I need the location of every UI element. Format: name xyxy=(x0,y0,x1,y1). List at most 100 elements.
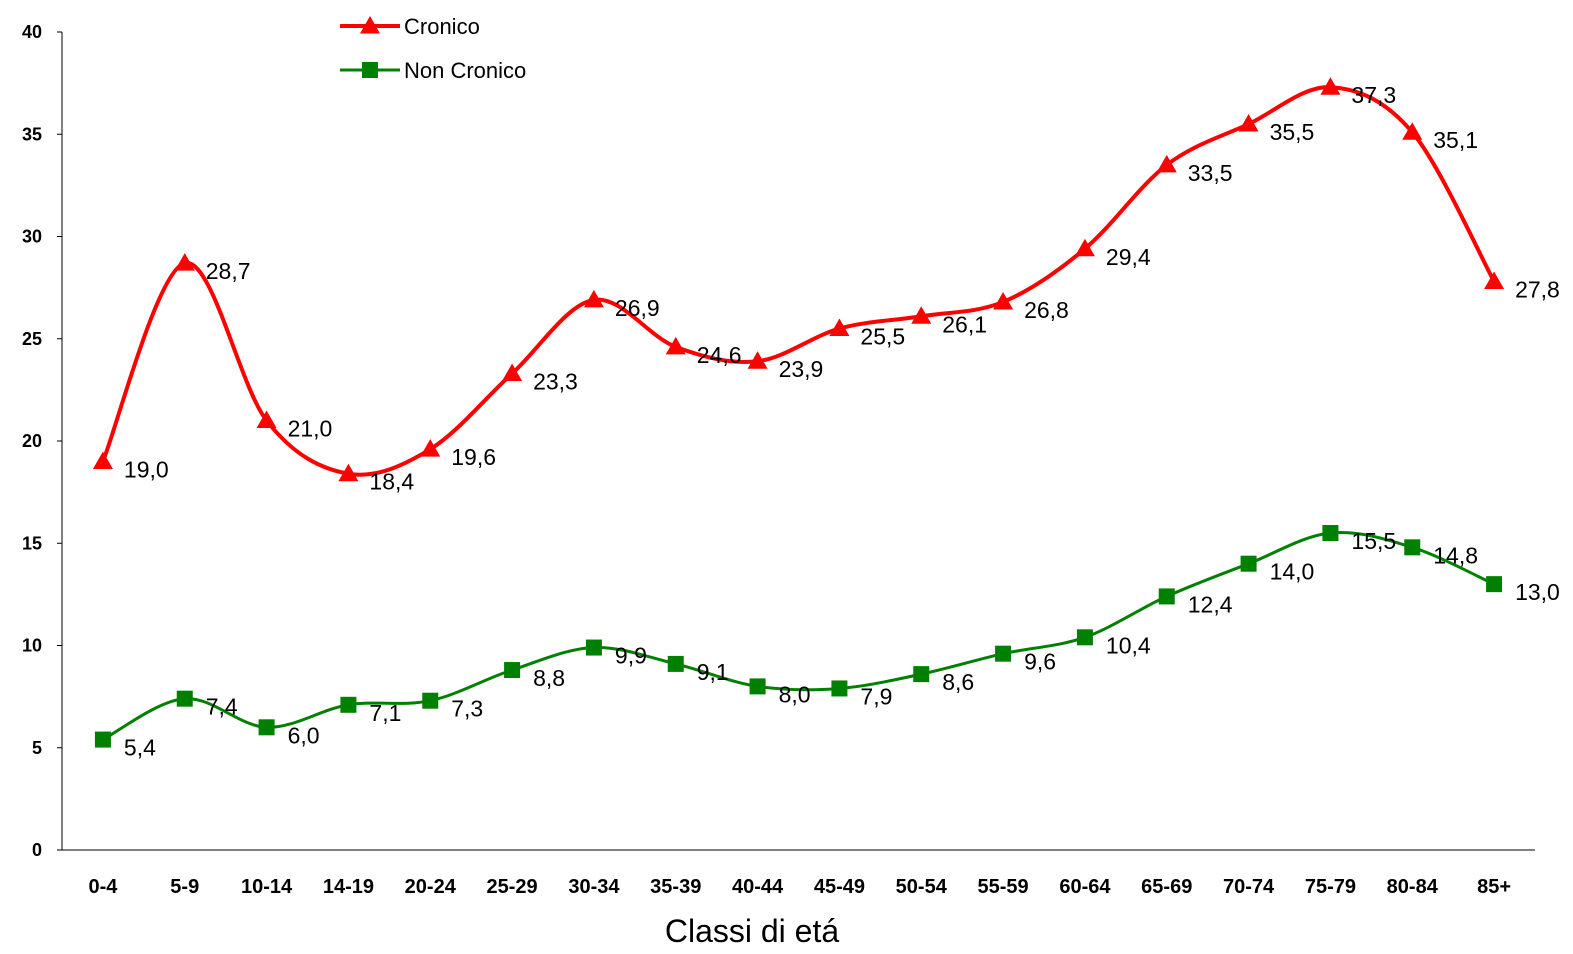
data-point xyxy=(995,645,1012,662)
series-non-cronico: 5,4 7,4 6,0 7,1 7,3 8,8 9,9 9,1 8,0 7,9 8,6 9,6 10,4… xyxy=(94,525,1560,761)
data-point xyxy=(92,451,113,469)
data-label: 14,0 xyxy=(1270,559,1315,585)
x-tick-label: 55-59 xyxy=(978,876,1029,898)
data-point xyxy=(94,731,111,748)
x-tick-label: 35-39 xyxy=(650,876,701,898)
y-tick-label: 0 xyxy=(32,840,42,860)
data-point xyxy=(1404,539,1421,556)
data-label: 7,3 xyxy=(451,696,483,722)
data-point xyxy=(1074,238,1095,257)
data-point xyxy=(258,719,275,736)
data-label: 29,4 xyxy=(1106,244,1151,270)
data-label: 13,0 xyxy=(1515,579,1560,605)
y-tick-label: 20 xyxy=(22,431,42,451)
y-tick-label: 30 xyxy=(22,227,42,247)
x-tick-label: 5-9 xyxy=(170,876,199,898)
legend-marker xyxy=(360,16,380,34)
data-label: 9,6 xyxy=(1024,649,1056,675)
x-axis-title: Classi di etá xyxy=(665,913,840,949)
data-label: 9,1 xyxy=(697,659,729,685)
data-label: 8,8 xyxy=(533,665,565,691)
x-tick-label: 70-74 xyxy=(1223,876,1275,898)
data-label: 24,6 xyxy=(697,342,742,368)
data-point xyxy=(1076,629,1093,646)
data-point xyxy=(338,463,359,482)
legend-label: Cronico xyxy=(404,14,480,39)
data-label: 23,3 xyxy=(533,369,578,395)
x-tick-label: 0-4 xyxy=(88,876,118,898)
y-axis-ticks: 0 5 10 15 20 25 30 35 40 xyxy=(22,22,62,860)
data-label: 26,8 xyxy=(1024,297,1069,323)
y-tick-label: 5 xyxy=(32,738,42,758)
series-layer: 19,0 28,7 21,0 18,4 19,6 23,3 26,9 24,6 23,9 25,5… xyxy=(92,77,1560,761)
data-label: 33,5 xyxy=(1188,160,1233,186)
data-point xyxy=(747,351,768,369)
data-point xyxy=(667,655,684,672)
x-tick-label: 50-54 xyxy=(896,876,948,898)
x-tick-label: 10-14 xyxy=(241,876,293,898)
y-tick-label: 40 xyxy=(22,22,42,42)
legend: Cronico Non Cronico xyxy=(340,14,526,83)
x-tick-label: 75-79 xyxy=(1305,876,1356,898)
data-point xyxy=(665,336,686,355)
data-label: 5,4 xyxy=(124,735,156,761)
x-tick-label: 85+ xyxy=(1477,876,1511,898)
data-point xyxy=(1486,576,1503,593)
x-tick-label: 20-24 xyxy=(405,876,457,898)
y-tick-label: 35 xyxy=(22,124,42,144)
data-label: 26,1 xyxy=(942,311,987,337)
series-cronico: 19,0 28,7 21,0 18,4 19,6 23,3 26,9 24,6 23,9 25,5… xyxy=(92,77,1560,495)
data-label: 19,6 xyxy=(451,444,496,470)
data-point xyxy=(749,678,766,695)
y-tick-label: 15 xyxy=(22,533,42,553)
data-label: 26,9 xyxy=(615,295,660,321)
legend-item: Non Cronico xyxy=(340,58,526,83)
x-tick-label: 40-44 xyxy=(732,876,784,898)
legend-item: Cronico xyxy=(340,14,480,39)
x-tick-label: 60-64 xyxy=(1059,876,1111,898)
data-label: 35,1 xyxy=(1433,127,1478,153)
x-tick-label: 14-19 xyxy=(323,876,374,898)
data-label: 7,1 xyxy=(369,700,401,726)
data-label: 35,5 xyxy=(1270,119,1315,145)
data-point xyxy=(1158,588,1175,605)
x-tick-label: 30-34 xyxy=(568,876,620,898)
data-point xyxy=(911,306,932,324)
y-tick-label: 25 xyxy=(22,329,42,349)
data-point xyxy=(256,410,277,429)
data-point xyxy=(1156,154,1177,173)
data-point xyxy=(583,289,604,308)
legend-label: Non Cronico xyxy=(404,58,526,83)
data-point xyxy=(585,639,602,656)
data-point xyxy=(504,662,521,679)
data-point xyxy=(993,291,1014,310)
data-label: 6,0 xyxy=(288,722,320,748)
data-point xyxy=(176,690,193,707)
data-label: 28,7 xyxy=(206,258,251,284)
x-axis-ticks: 0-4 5-9 10-14 14-19 20-24 25-29 30-34 35-39 40-4… xyxy=(88,876,1511,898)
data-point xyxy=(1320,77,1341,95)
data-label: 25,5 xyxy=(860,324,905,350)
x-tick-label: 80-84 xyxy=(1387,876,1439,898)
x-tick-label: 65-69 xyxy=(1141,876,1192,898)
data-point xyxy=(340,696,357,713)
data-label: 27,8 xyxy=(1515,276,1560,302)
data-point xyxy=(1484,271,1505,289)
data-point xyxy=(829,318,850,337)
legend-marker xyxy=(362,62,378,78)
data-point xyxy=(831,680,848,697)
data-point xyxy=(913,666,930,683)
series-line xyxy=(102,531,1495,741)
data-point xyxy=(1238,114,1259,132)
data-point xyxy=(1322,525,1339,542)
data-point xyxy=(422,692,439,709)
data-label: 37,3 xyxy=(1351,82,1396,108)
y-tick-label: 10 xyxy=(22,636,42,656)
x-tick-label: 25-29 xyxy=(487,876,538,898)
data-point xyxy=(502,363,523,382)
data-point xyxy=(174,253,195,271)
data-label: 14,8 xyxy=(1433,542,1478,568)
data-point xyxy=(420,439,441,457)
data-label: 19,0 xyxy=(124,456,169,482)
